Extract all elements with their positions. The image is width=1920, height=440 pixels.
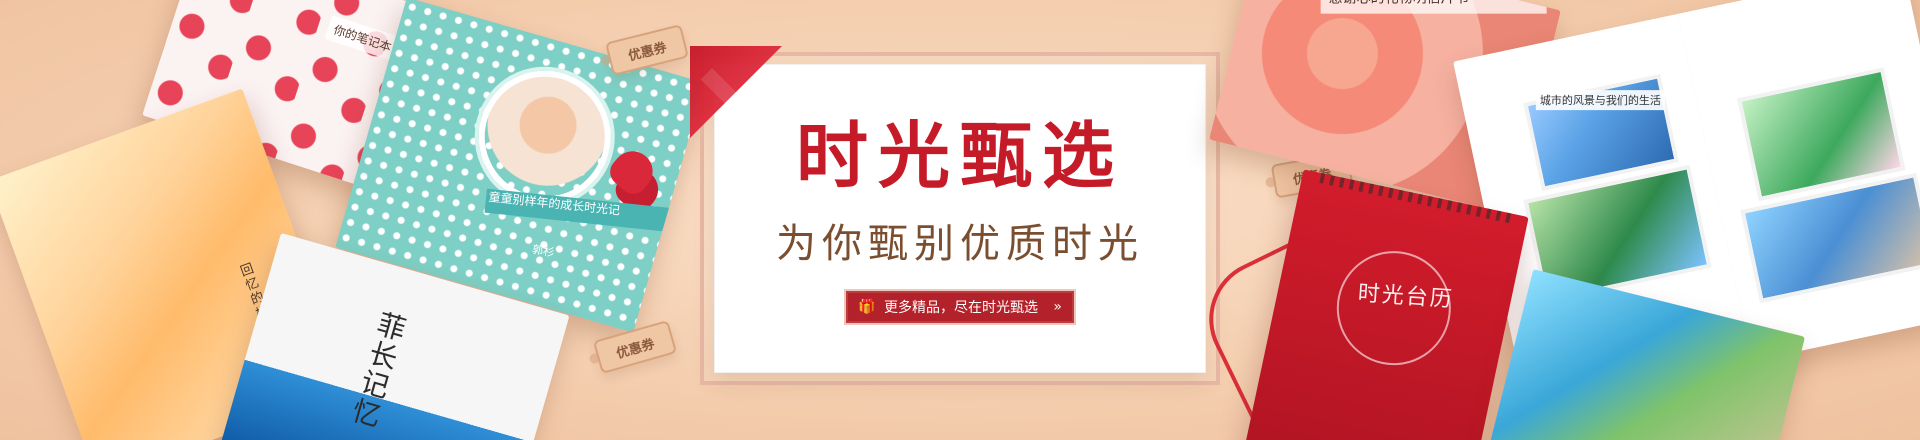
book-cover-text: 感谢心的礼物明信片书	[1320, 0, 1547, 14]
calendar-logo-text: 时光台历	[1357, 281, 1455, 313]
photo-book-caption: 城市的风景与我们的生活	[1535, 90, 1665, 111]
gift-icon: 🎁	[858, 299, 876, 315]
desk-calendar: 时光台历	[1241, 169, 1529, 440]
coupon-tag: 优惠券	[592, 319, 678, 375]
cover-author: 郭杉	[531, 242, 556, 260]
book-cover-title-vertical: 菲长记忆	[345, 307, 411, 433]
red-bow-icon	[604, 143, 661, 200]
center-card	[714, 64, 1206, 373]
more-picks-button[interactable]: 🎁 更多精品，尽在时光甄选 »	[844, 289, 1076, 325]
more-picks-label: 更多精品，尽在时光甄选	[884, 300, 1038, 316]
promo-subtitle: 为你甄别优质时光	[776, 221, 1144, 267]
double-chevron-right-icon: »	[1053, 299, 1062, 315]
promo-title: 时光甄选	[795, 113, 1124, 198]
